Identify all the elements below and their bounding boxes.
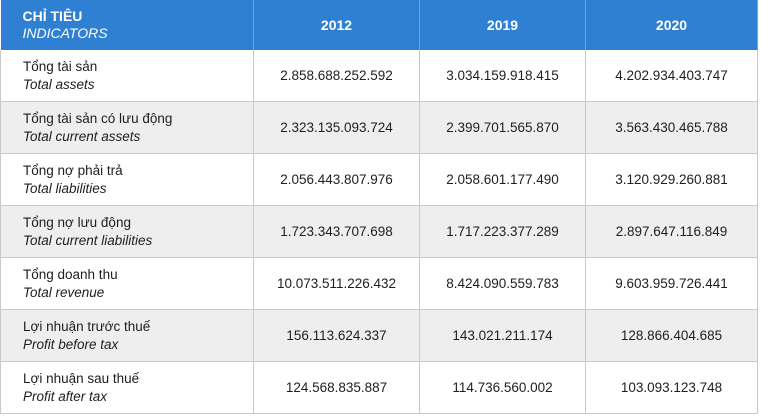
- year-header-2019: 2019: [419, 0, 586, 50]
- value-cell: 10.073.511.226.432: [253, 257, 420, 310]
- year-header-2020: 2020: [585, 0, 758, 50]
- indicator-label-en: Total assets: [23, 76, 95, 92]
- indicator-label-en: Total current liabilities: [23, 232, 153, 248]
- indicators-header-en: INDICATORS: [22, 25, 108, 41]
- table-header: CHỈ TIÊU INDICATORS 2012 2019 2020: [0, 0, 758, 50]
- indicator-label: Tổng tài sản Total assets: [0, 50, 254, 102]
- value-cell: 3.563.430.465.788: [585, 101, 758, 154]
- value-cell: 103.093.123.748: [585, 361, 758, 414]
- value-cell: 2.858.688.252.592: [253, 50, 420, 102]
- table-row: Tổng tài sản có lưu động Total current a…: [0, 101, 758, 154]
- indicators-header: CHỈ TIÊU INDICATORS: [0, 0, 254, 50]
- value-cell: 2.399.701.565.870: [419, 101, 586, 154]
- indicator-label: Lợi nhuận sau thuế Profit after tax: [0, 361, 254, 414]
- value-cell: 2.897.647.116.849: [585, 205, 758, 258]
- indicators-header-vi: CHỈ TIÊU: [22, 8, 83, 24]
- indicator-label-en: Total current assets: [23, 128, 141, 144]
- value-cell: 4.202.934.403.747: [585, 50, 758, 102]
- value-cell: 9.603.959.726.441: [585, 257, 758, 310]
- value-cell: 156.113.624.337: [253, 309, 420, 362]
- indicator-label-vi: Tổng tài sản có lưu động: [23, 110, 173, 126]
- value-cell: 128.866.404.685: [585, 309, 758, 362]
- indicator-label: Tổng tài sản có lưu động Total current a…: [0, 101, 254, 154]
- value-cell: 3.034.159.918.415: [419, 50, 586, 102]
- value-cell: 2.323.135.093.724: [253, 101, 420, 154]
- value-cell: 114.736.560.002: [419, 361, 586, 414]
- table-row: Tổng doanh thu Total revenue 10.073.511.…: [0, 257, 758, 310]
- value-cell: 124.568.835.887: [253, 361, 420, 414]
- indicator-label: Tổng nợ lưu động Total current liabiliti…: [0, 205, 254, 258]
- indicator-label-en: Profit after tax: [23, 388, 108, 404]
- indicator-label: Tổng nợ phải trả Total liabilities: [0, 153, 254, 206]
- value-cell: 143.021.211.174: [419, 309, 586, 362]
- indicator-label: Lợi nhuận trước thuế Profit before tax: [0, 309, 254, 362]
- indicator-label-vi: Tổng doanh thu: [23, 266, 118, 282]
- indicator-label-vi: Lợi nhuận sau thuế: [23, 370, 140, 386]
- table-row: Tổng tài sản Total assets 2.858.688.252.…: [0, 50, 758, 102]
- year-header-2012: 2012: [253, 0, 420, 50]
- indicator-label-vi: Tổng nợ phải trả: [23, 162, 123, 178]
- table-body: Tổng tài sản Total assets 2.858.688.252.…: [0, 50, 758, 414]
- indicator-label-vi: Tổng tài sản: [23, 58, 98, 74]
- table-row: Lợi nhuận sau thuế Profit after tax 124.…: [0, 361, 758, 414]
- value-cell: 2.058.601.177.490: [419, 153, 586, 206]
- indicator-label-vi: Tổng nợ lưu động: [23, 214, 131, 230]
- indicator-label: Tổng doanh thu Total revenue: [0, 257, 254, 310]
- indicator-label-en: Profit before tax: [23, 336, 119, 352]
- indicator-label-en: Total revenue: [23, 284, 105, 300]
- table-row: Lợi nhuận trước thuế Profit before tax 1…: [0, 309, 758, 362]
- table-row: Tổng nợ phải trả Total liabilities 2.056…: [0, 153, 758, 206]
- value-cell: 8.424.090.559.783: [419, 257, 586, 310]
- indicator-label-vi: Lợi nhuận trước thuế: [23, 318, 151, 334]
- value-cell: 1.717.223.377.289: [419, 205, 586, 258]
- value-cell: 3.120.929.260.881: [585, 153, 758, 206]
- table-row: Tổng nợ lưu động Total current liabiliti…: [0, 205, 758, 258]
- indicator-label-en: Total liabilities: [23, 180, 107, 196]
- value-cell: 2.056.443.807.976: [253, 153, 420, 206]
- value-cell: 1.723.343.707.698: [253, 205, 420, 258]
